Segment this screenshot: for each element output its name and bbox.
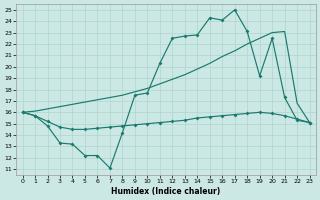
X-axis label: Humidex (Indice chaleur): Humidex (Indice chaleur) — [111, 187, 221, 196]
